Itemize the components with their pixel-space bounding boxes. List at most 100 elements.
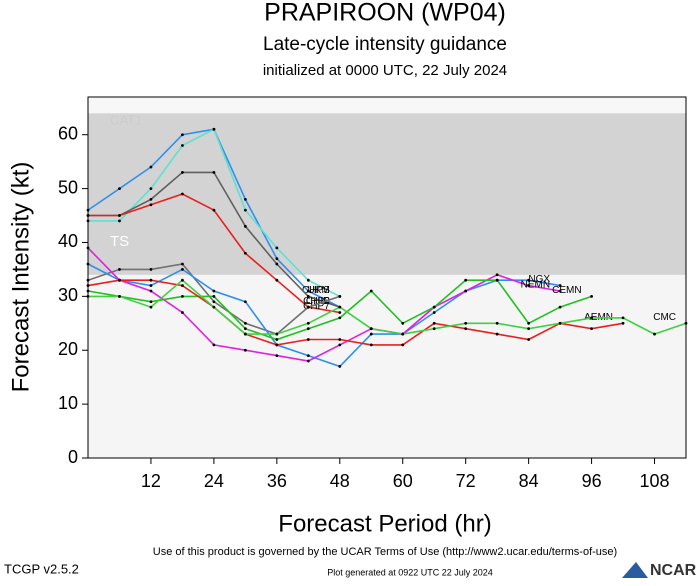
y-tick-label: 50 bbox=[58, 177, 78, 197]
series-point bbox=[401, 343, 405, 347]
series-point bbox=[527, 321, 531, 325]
series-point bbox=[306, 305, 310, 309]
series-point bbox=[86, 246, 90, 250]
series-point bbox=[558, 321, 562, 325]
series-point bbox=[212, 289, 216, 293]
series-label: UKM bbox=[308, 285, 330, 296]
series-point bbox=[590, 316, 593, 320]
x-axis-label: Forecast Period (hr) bbox=[278, 510, 491, 537]
series-point bbox=[181, 268, 184, 271]
series-point bbox=[86, 262, 90, 266]
series-point bbox=[401, 332, 405, 336]
series-point bbox=[149, 165, 153, 169]
series-point bbox=[243, 208, 247, 212]
series-point bbox=[432, 327, 436, 331]
series-point bbox=[338, 316, 342, 320]
series-point bbox=[243, 348, 247, 352]
logo-icon bbox=[622, 562, 648, 578]
series-point bbox=[684, 321, 688, 325]
x-tick-label: 72 bbox=[456, 471, 476, 491]
series-point bbox=[306, 327, 310, 331]
terms-text: Use of this product is governed by the U… bbox=[153, 546, 617, 558]
series-point bbox=[181, 133, 184, 137]
series-point bbox=[275, 354, 279, 358]
series-point bbox=[212, 171, 216, 174]
series-point bbox=[86, 278, 90, 282]
series-point bbox=[118, 219, 121, 223]
series-point bbox=[86, 284, 90, 287]
series-point bbox=[181, 294, 184, 298]
series-point bbox=[275, 332, 279, 336]
x-tick-label: 12 bbox=[141, 471, 161, 491]
series-line bbox=[88, 279, 687, 335]
series-point bbox=[86, 219, 90, 223]
series-label: CMC bbox=[653, 312, 676, 323]
intensity-band bbox=[88, 97, 686, 114]
series-point bbox=[590, 294, 593, 298]
series-point bbox=[369, 289, 373, 293]
series-point bbox=[149, 278, 153, 282]
series-point bbox=[432, 311, 436, 314]
series-point bbox=[558, 305, 562, 309]
series-point bbox=[212, 300, 216, 304]
y-axis-label: Forecast Intensity (kt) bbox=[7, 162, 34, 393]
series-label: NGX bbox=[528, 274, 550, 285]
logo-text: NCAR bbox=[650, 562, 697, 579]
series-point bbox=[621, 316, 625, 320]
x-tick-label: 108 bbox=[640, 471, 670, 491]
series-point bbox=[369, 327, 373, 331]
series-point bbox=[181, 284, 184, 287]
y-tick-label: 0 bbox=[68, 447, 78, 467]
version-text: TCGP v2.5.2 bbox=[4, 561, 79, 576]
series-point bbox=[181, 171, 184, 174]
series-label: CHP7 bbox=[303, 301, 330, 312]
x-tick-label: 24 bbox=[204, 471, 224, 491]
series-point bbox=[338, 338, 342, 341]
series-point bbox=[118, 268, 121, 271]
generated-text: Plot generated at 0922 UTC 22 July 2024 bbox=[327, 567, 493, 577]
series-point bbox=[338, 294, 342, 298]
series-point bbox=[212, 294, 216, 298]
series-point bbox=[275, 262, 279, 266]
series-point bbox=[149, 268, 153, 271]
series-point bbox=[464, 278, 468, 282]
series-point bbox=[369, 332, 373, 336]
series-point bbox=[149, 187, 153, 190]
series-label: NEMN bbox=[521, 280, 550, 291]
series-point bbox=[243, 327, 247, 331]
series-label: CHPS bbox=[302, 285, 330, 296]
series-point bbox=[401, 321, 405, 325]
y-tick-label: 30 bbox=[58, 285, 78, 305]
series-point bbox=[243, 224, 247, 228]
series-point bbox=[149, 203, 153, 207]
init-text: initialized at 0000 UTC, 22 July 2024 bbox=[263, 62, 507, 79]
series-point bbox=[243, 251, 247, 255]
chart-title: PRAPIROON (WP04) bbox=[264, 0, 506, 27]
y-tick-label: 20 bbox=[58, 339, 78, 359]
y-tick-label: 40 bbox=[58, 231, 78, 251]
series-point bbox=[369, 343, 373, 347]
series-point bbox=[338, 311, 342, 314]
series-point bbox=[495, 332, 499, 336]
series-point bbox=[86, 294, 90, 298]
series-line bbox=[87, 247, 561, 362]
series-point bbox=[653, 332, 656, 336]
series-label: CHIP bbox=[306, 296, 330, 307]
series-point bbox=[527, 327, 531, 331]
series-point bbox=[495, 321, 499, 325]
chart-subtitle: Late-cycle intensity guidance bbox=[263, 34, 507, 55]
series-point bbox=[590, 327, 593, 331]
series-point bbox=[149, 289, 153, 293]
series-point bbox=[306, 354, 310, 358]
series-point bbox=[149, 284, 153, 287]
series-point bbox=[306, 338, 310, 341]
series-point bbox=[181, 192, 184, 196]
series-point bbox=[181, 311, 184, 314]
series-point bbox=[86, 208, 90, 212]
series-point bbox=[275, 343, 279, 347]
series-point bbox=[275, 257, 279, 261]
series-point bbox=[118, 278, 121, 282]
x-tick-label: 36 bbox=[267, 471, 287, 491]
series-point bbox=[181, 278, 184, 282]
